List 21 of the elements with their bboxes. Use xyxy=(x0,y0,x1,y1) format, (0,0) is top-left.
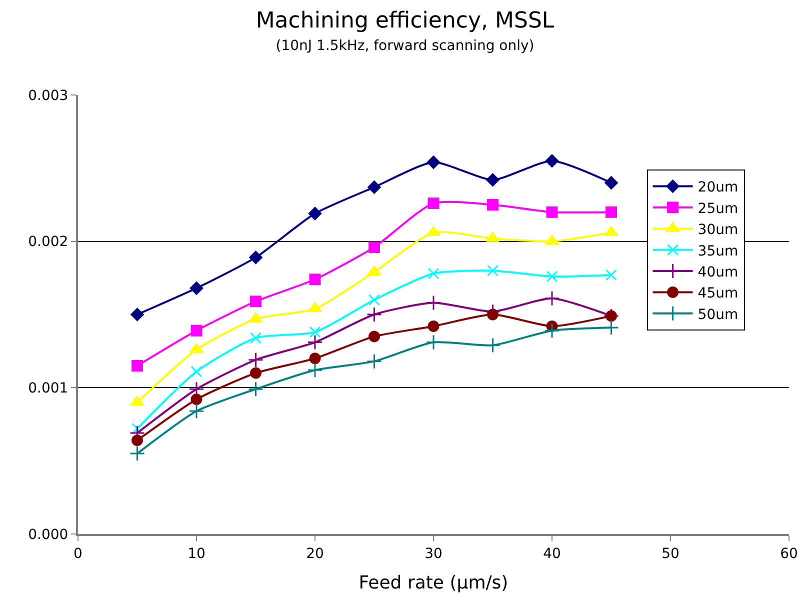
x-tick-label: 20 xyxy=(306,546,324,562)
x-tick-label: 60 xyxy=(780,546,798,562)
y-tick-label: 0.001 xyxy=(28,380,68,397)
x-tick-label: 40 xyxy=(543,546,561,562)
legend-label: 40um xyxy=(698,264,738,280)
chart-subtitle: (10nJ 1.5kHz, forward scanning only) xyxy=(276,38,534,54)
y-tick-label: 0.000 xyxy=(28,526,68,543)
legend-label: 30um xyxy=(698,222,738,238)
y-tick-label: 0.002 xyxy=(28,234,68,250)
legend-label: 50um xyxy=(698,306,738,323)
chart-title: Machining efficiency, MSSL xyxy=(256,8,555,34)
x-axis-title: Feed rate (µm/s) xyxy=(358,572,508,594)
legend-label: 20um xyxy=(698,180,738,196)
x-tick-label: 10 xyxy=(188,546,206,562)
x-tick-label: 0 xyxy=(74,546,82,562)
x-tick-label: 50 xyxy=(662,546,680,562)
y-tick-label: 0.003 xyxy=(28,88,68,104)
x-tick-label: 30 xyxy=(424,546,442,562)
legend-label: 35um xyxy=(698,243,738,260)
legend-label: 25um xyxy=(698,200,738,217)
legend-label: 45um xyxy=(698,286,738,302)
